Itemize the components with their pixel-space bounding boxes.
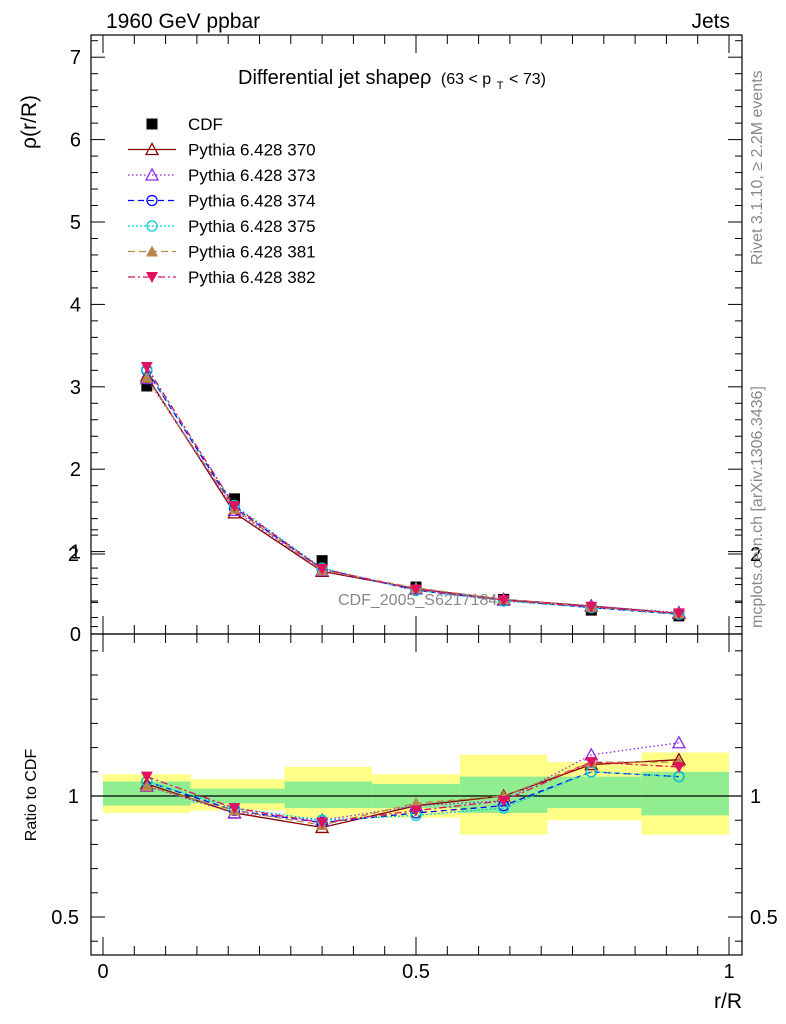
legend: CDF Pythia 6.428 370 Pythia 6.428 373 Pythi… <box>128 115 316 287</box>
main-ytick-label: 3 <box>70 377 81 399</box>
band-stat-2 <box>284 781 373 809</box>
legend-label-382: Pythia 6.428 382 <box>188 268 316 287</box>
ratio-ytick-label: 2 <box>68 544 79 566</box>
main-line-381 <box>146 377 679 615</box>
ratio-point-382 <box>140 771 153 783</box>
main-ytick-label: 0 <box>70 624 81 646</box>
mcplots-label: mcplots.cern.ch [arXiv:1306.3436] <box>749 386 766 628</box>
main-point-CDF <box>228 493 240 505</box>
xtick-label: 0 <box>97 961 108 983</box>
ratio-point-381 <box>140 780 153 792</box>
main-point-382 <box>228 501 241 513</box>
title-main: Differential jet shapeρ <box>238 67 431 89</box>
main-ytick-label: 4 <box>70 294 81 316</box>
ratio-point-382 <box>672 761 685 773</box>
legend-label-375: Pythia 6.428 375 <box>188 217 316 236</box>
legend-label-374: Pythia 6.428 374 <box>188 192 316 211</box>
main-line-375 <box>146 369 679 615</box>
ratio-point-382 <box>228 803 241 815</box>
ratio-line-375 <box>146 771 679 821</box>
rivet-version-label: Rivet 3.1.10, ≥ 2.2M events <box>749 70 766 265</box>
ratio-ytick-label: 1 <box>68 786 79 808</box>
x-axis-label: r/R <box>714 990 742 1013</box>
legend-marker-373 <box>144 167 160 181</box>
header-left-label: 1960 GeV ppbar <box>106 10 260 33</box>
main-ytick-label: 2 <box>70 459 81 481</box>
analysis-watermark: CDF_2005_S6217184 <box>338 592 497 609</box>
legend-marker-375 <box>146 220 158 232</box>
main-point-CDF <box>316 555 328 567</box>
xtick-label: 1 <box>723 961 734 983</box>
ratio-ytick-label: 0.5 <box>51 907 79 929</box>
ratio-point-382 <box>585 757 598 769</box>
main-point-382 <box>497 595 510 607</box>
main-ytick-label: 7 <box>70 47 81 69</box>
ratio-point-382 <box>410 805 422 817</box>
ratio-ytick-label-right: 1 <box>750 786 761 808</box>
ratio-point-382 <box>316 817 329 829</box>
legend-marker-382 <box>146 272 158 283</box>
ratio-y-axis-label: Ratio to CDF <box>23 749 40 842</box>
main-point-CDF <box>141 380 153 392</box>
uncertainty-bands <box>103 752 729 835</box>
legend-label-CDF: CDF <box>188 115 223 134</box>
legend-marker-381 <box>146 245 158 257</box>
band-stat-6 <box>641 771 729 816</box>
data-series <box>139 362 687 834</box>
legend-marker-374 <box>146 194 158 207</box>
main-ytick-label: 1 <box>70 542 81 564</box>
band-stat-5 <box>547 776 642 809</box>
main-point-382 <box>672 608 685 620</box>
ratio-ytick-label-right: 0.5 <box>750 907 778 929</box>
main-y-axis-label: ρ(r/R) <box>18 95 41 149</box>
main-point-382 <box>410 584 422 596</box>
main-point-382 <box>140 362 153 374</box>
main-line-373 <box>146 378 679 614</box>
xtick-label: 0.5 <box>402 961 430 983</box>
title-range-sub: T <box>497 80 504 92</box>
legend-label-370: Pythia 6.428 370 <box>188 141 316 160</box>
main-ytick-label: 5 <box>70 212 81 234</box>
legend-label-381: Pythia 6.428 381 <box>188 243 316 262</box>
header-right-label: Jets <box>691 10 730 33</box>
ratio-point-373 <box>671 735 687 749</box>
legend-marker-370 <box>144 142 160 156</box>
main-line-382 <box>146 366 679 615</box>
main-point-382 <box>585 601 598 613</box>
main-ytick-label: 6 <box>70 130 81 152</box>
legend-marker-CDF <box>146 118 158 130</box>
ratio-point-382 <box>497 795 510 807</box>
ratio-line-373 <box>146 742 680 821</box>
main-point-382 <box>316 563 329 575</box>
main-point-381 <box>140 371 153 383</box>
main-line-374 <box>146 369 679 615</box>
title-range-b: < 73) <box>509 71 546 88</box>
ratio-point-381 <box>410 797 422 809</box>
title-range-a: (63 < p <box>441 71 491 88</box>
main-plot-title: Differential jet shapeρ (63 < p T < 73) <box>238 67 546 94</box>
legend-label-373: Pythia 6.428 373 <box>188 166 316 185</box>
ratio-ytick-label-right: 2 <box>750 544 761 566</box>
